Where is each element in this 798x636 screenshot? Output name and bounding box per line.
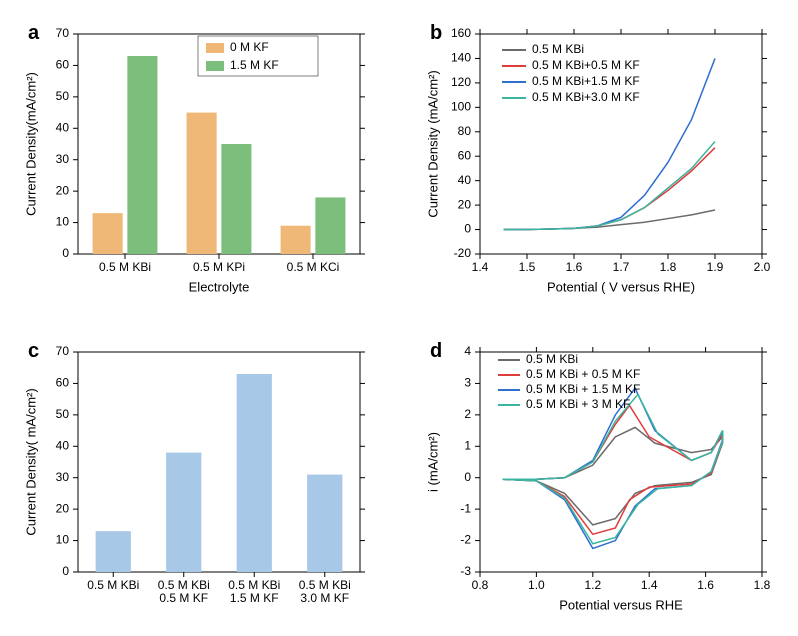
svg-text:3.0 M KF: 3.0 M KF (300, 591, 349, 605)
svg-text:1.5: 1.5 (519, 260, 536, 274)
svg-text:2: 2 (464, 407, 471, 421)
svg-text:100: 100 (451, 100, 471, 114)
chart-b: -20 0 20 40 60 80 100 120 140 160 1.4 1.5 1.6 1.7 1.8 1… (398, 0, 796, 318)
svg-text:50: 50 (56, 407, 70, 421)
svg-text:Current Density (mA/cm²): Current Density (mA/cm²) (425, 70, 440, 217)
panel-d: d -3 -2 -1 0 1 2 3 4 0.8 1.0 1.2 1.4 1.6 1.8 Potential… (398, 318, 796, 636)
svg-text:0.5 M KBi: 0.5 M KBi (99, 260, 151, 274)
svg-text:70: 70 (56, 26, 70, 40)
svg-text:1.6: 1.6 (697, 578, 714, 592)
panel-label-d: d (430, 340, 442, 363)
svg-text:10: 10 (56, 215, 70, 229)
svg-text:40: 40 (458, 173, 472, 187)
svg-text:Current Density( mA/cm²): Current Density( mA/cm²) (23, 388, 38, 535)
svg-text:60: 60 (56, 376, 70, 390)
svg-text:1.8: 1.8 (754, 578, 771, 592)
svg-text:0.5 M KF: 0.5 M KF (159, 591, 208, 605)
svg-text:1.0: 1.0 (528, 578, 545, 592)
panel-label-a: a (28, 22, 39, 45)
panel-label-c: c (28, 340, 39, 363)
svg-text:0.5 M KCi: 0.5 M KCi (287, 260, 340, 274)
svg-text:0.5 M KPi: 0.5 M KPi (193, 260, 245, 274)
svg-text:0.5 M KBi + 3 M KF: 0.5 M KBi + 3 M KF (526, 397, 630, 411)
svg-text:-3: -3 (460, 564, 471, 578)
panel-b: b -20 0 20 40 60 80 100 120 140 160 1.4 1.5 1.6 1.7 1.… (398, 0, 796, 318)
panel-label-b: b (430, 22, 442, 45)
svg-text:120: 120 (451, 75, 471, 89)
panel-a: a 0 10 20 30 40 50 60 70 0.5 M KBi 0.5 M KPi 0.5 M… (0, 0, 398, 318)
svg-text:0 M KF: 0 M KF (230, 40, 269, 54)
svg-text:-2: -2 (460, 533, 471, 547)
svg-text:2.0: 2.0 (754, 260, 771, 274)
svg-text:60: 60 (56, 58, 70, 72)
svg-text:1.4: 1.4 (641, 578, 658, 592)
svg-text:0: 0 (464, 470, 471, 484)
svg-text:20: 20 (56, 183, 70, 197)
svg-text:0.5 M KBi: 0.5 M KBi (158, 578, 210, 592)
svg-text:Potential ( V versus RHE): Potential ( V versus RHE) (547, 279, 695, 294)
svg-text:160: 160 (451, 26, 471, 40)
svg-text:1.6: 1.6 (566, 260, 583, 274)
svg-text:10: 10 (56, 533, 70, 547)
svg-text:0.5 M KBi: 0.5 M KBi (532, 42, 584, 56)
svg-text:20: 20 (56, 501, 70, 515)
svg-text:Electrolyte: Electrolyte (189, 279, 250, 294)
svg-text:50: 50 (56, 89, 70, 103)
svg-text:30: 30 (56, 470, 70, 484)
panel-c: c 0102030405060700.5 M KBi0.5 M KBi0.5 M… (0, 318, 398, 636)
svg-text:80: 80 (458, 124, 472, 138)
svg-text:3: 3 (464, 376, 471, 390)
svg-text:40: 40 (56, 438, 70, 452)
svg-text:-20: -20 (454, 246, 472, 260)
svg-text:4: 4 (464, 344, 471, 358)
svg-text:1.4: 1.4 (472, 260, 489, 274)
svg-text:1.8: 1.8 (660, 260, 677, 274)
svg-text:1: 1 (464, 438, 471, 452)
svg-text:140: 140 (451, 51, 471, 65)
svg-text:0.8: 0.8 (472, 578, 489, 592)
svg-text:40: 40 (56, 120, 70, 134)
svg-text:Potential versus RHE: Potential versus RHE (559, 597, 683, 612)
svg-text:30: 30 (56, 152, 70, 166)
chart-a: 0 10 20 30 40 50 60 70 0.5 M KBi 0.5 M KPi 0.5 M K… (0, 0, 398, 318)
svg-text:0.5 M KBi + 0.5 M KF: 0.5 M KBi + 0.5 M KF (526, 367, 640, 381)
svg-text:60: 60 (458, 148, 472, 162)
chart-c: 0102030405060700.5 M KBi0.5 M KBi0.5 M K… (0, 318, 398, 636)
svg-text:0.5 M KBi+0.5 M KF: 0.5 M KBi+0.5 M KF (532, 58, 640, 72)
svg-text:1.9: 1.9 (707, 260, 724, 274)
svg-text:0.5 M KBi: 0.5 M KBi (526, 352, 578, 366)
svg-text:0.5 M KBi: 0.5 M KBi (87, 578, 139, 592)
svg-text:0.5 M KBi+1.5 M KF: 0.5 M KBi+1.5 M KF (532, 74, 640, 88)
svg-text:1.5 M KF: 1.5 M KF (230, 58, 279, 72)
svg-text:1.7: 1.7 (613, 260, 630, 274)
svg-text:0: 0 (62, 564, 69, 578)
svg-text:-1: -1 (460, 501, 471, 515)
svg-text:0.5 M KBi+3.0 M KF: 0.5 M KBi+3.0 M KF (532, 90, 640, 104)
svg-text:0: 0 (464, 222, 471, 236)
svg-text:0.5 M KBi: 0.5 M KBi (228, 578, 280, 592)
svg-text:20: 20 (458, 197, 472, 211)
svg-text:Current Density(mA/cm²): Current Density(mA/cm²) (23, 72, 38, 216)
svg-text:70: 70 (56, 344, 70, 358)
chart-d: -3 -2 -1 0 1 2 3 4 0.8 1.0 1.2 1.4 1.6 1.8 Potential v… (398, 318, 796, 636)
svg-text:1.5 M KF: 1.5 M KF (230, 591, 279, 605)
svg-text:1.2: 1.2 (584, 578, 601, 592)
svg-text:i (mA/cm²): i (mA/cm²) (425, 432, 440, 492)
svg-text:0.5 M KBi + 1.5 M KF: 0.5 M KBi + 1.5 M KF (526, 382, 640, 396)
svg-text:0.5 M KBi: 0.5 M KBi (299, 578, 351, 592)
svg-text:0: 0 (62, 246, 69, 260)
